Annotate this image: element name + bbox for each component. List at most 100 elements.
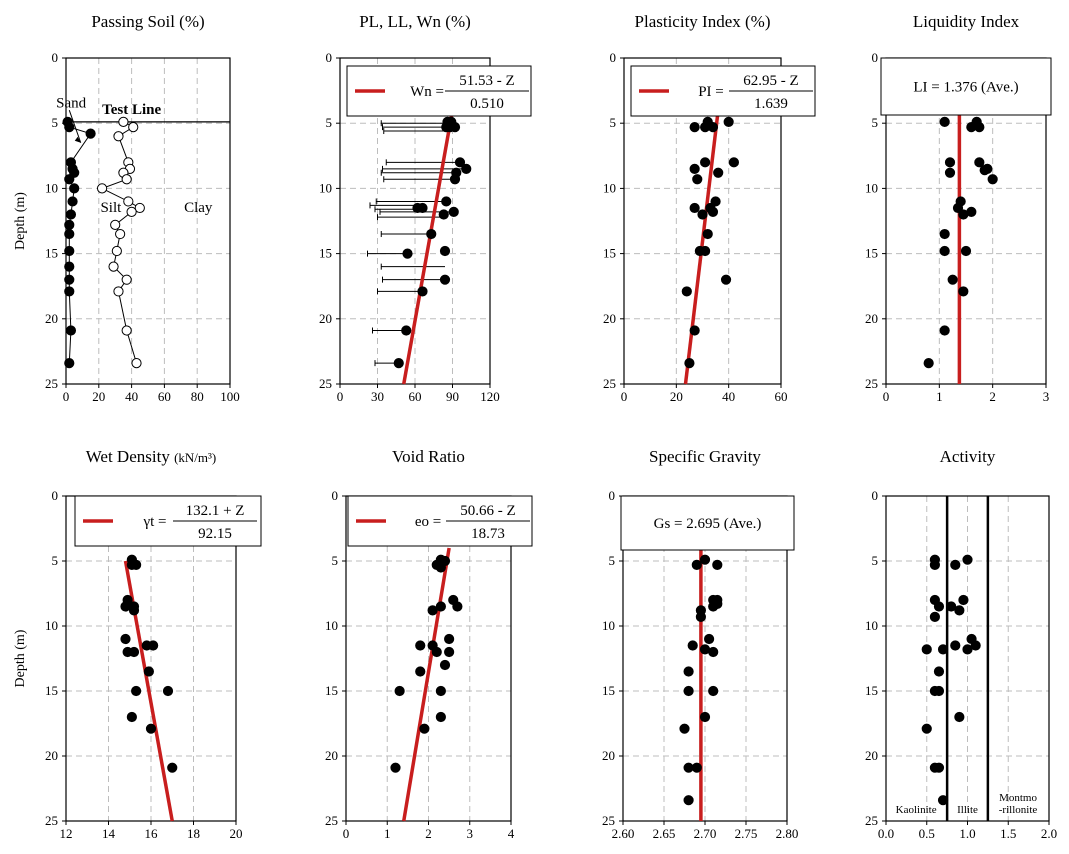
y-tick-label: 5 [872,115,879,130]
x-tick-label: 40 [125,389,138,404]
data-point [118,116,129,127]
data-point [700,157,711,168]
data-point [700,245,711,257]
data-point [710,196,721,207]
equation-denominator: 0.510 [470,96,504,112]
plot-title: Passing Soil (%) [91,12,204,31]
data-point [713,167,724,178]
data-point [933,762,945,773]
equation-denominator: 1.639 [754,96,788,112]
x-tick-label: 0 [337,389,344,404]
equation-numerator: 132.1 + Z [186,503,245,519]
equation-denominator: 18.73 [471,526,505,542]
data-point [123,196,134,207]
y-tick-label: 10 [325,618,338,633]
data-point [439,274,451,285]
data-point [937,644,949,655]
x-tick-label: 0.0 [878,826,894,841]
data-point [449,122,461,133]
data-point [121,174,132,185]
y-tick-label: 5 [872,553,879,568]
data-point [441,196,452,207]
data-point [431,646,442,658]
data-point [113,286,124,297]
data-point [390,762,401,773]
data-point [167,762,178,773]
equation-box [620,495,795,551]
data-point [417,286,428,297]
subplot-1: 0 20 40 60 80 100 0 5 10 15 20 25 Passing Soil (%) De… [13,12,240,404]
data-point [712,559,723,571]
data-point [439,245,451,257]
subplot-5: 12 14 16 18 20 0 5 10 15 20 25 Wet Density (kN/m³) D… [13,447,262,841]
data-point [679,723,690,734]
equation-denominator: 92.15 [198,526,232,542]
x-tick-label: 30 [371,389,384,404]
data-point [923,358,934,369]
data-point [687,640,698,651]
data-point [96,183,108,194]
equation-text: Gs = 2.695 (Ave.) [654,516,762,532]
data-point [944,157,956,168]
data-point [681,286,692,297]
y-tick-label: 5 [332,553,339,568]
data-point [128,605,140,616]
data-point [695,611,707,623]
data-point [707,206,719,217]
y-tick-label: 15 [319,246,332,261]
x-tick-label: 16 [145,826,159,841]
data-point [939,116,950,127]
y-tick-label: 5 [326,115,333,130]
y-tick-label: 20 [45,311,58,326]
data-point [683,685,694,697]
x-tick-label: 3 [467,826,474,841]
data-point [933,601,945,612]
data-point [64,245,75,257]
equation-lhs: Wn = [410,84,444,100]
data-point [970,640,981,651]
region-illite: Illite [957,804,978,816]
data-point [683,795,694,806]
data-point [461,163,472,174]
x-tick-label: 2 [425,826,432,841]
x-tick-label: 1.5 [1000,826,1016,841]
x-tick-label: 20 [92,389,105,404]
arrow-head [74,136,81,143]
y-tick-label: 20 [45,748,58,763]
equation-lhs: eo = [415,514,441,530]
equation-lhs: PI = [698,84,724,100]
data-point [987,174,998,185]
data-point [689,163,700,174]
data-point [435,562,446,573]
data-point [929,611,941,623]
equation-text: LI = 1.376 (Ave.) [913,80,1018,96]
data-point [952,202,964,214]
data-point [64,358,75,369]
plot-title: PL, LL, Wn (%) [359,12,471,31]
fit-line [402,547,451,822]
data-point [131,685,142,697]
plot-title: Specific Gravity [649,447,761,466]
y-tick-label: 10 [865,618,878,633]
y-tick-label: 25 [319,376,332,391]
data-point [974,157,985,168]
data-point [692,174,703,185]
data-point [126,206,137,217]
x-tick-label: 3 [1043,389,1050,404]
y-tick-label: 0 [52,50,59,65]
y-tick-label: 20 [602,748,615,763]
y-tick-label: 0 [872,488,879,503]
subplot-6: 0 1 2 3 4 0 5 10 15 20 25 Void Ratio eo = 50.66 - Z 18… [325,447,533,841]
data-point [933,685,945,697]
fit-line [402,109,455,385]
x-tick-label: 2 [989,389,996,404]
data-point [939,245,950,257]
data-point [69,183,80,194]
equation-numerator: 50.66 - Z [460,503,515,519]
data-point [958,286,969,297]
data-point [939,325,950,336]
x-tick-label: 12 [60,826,73,841]
data-point [64,219,75,231]
region-montmo: Montmo [999,792,1037,804]
